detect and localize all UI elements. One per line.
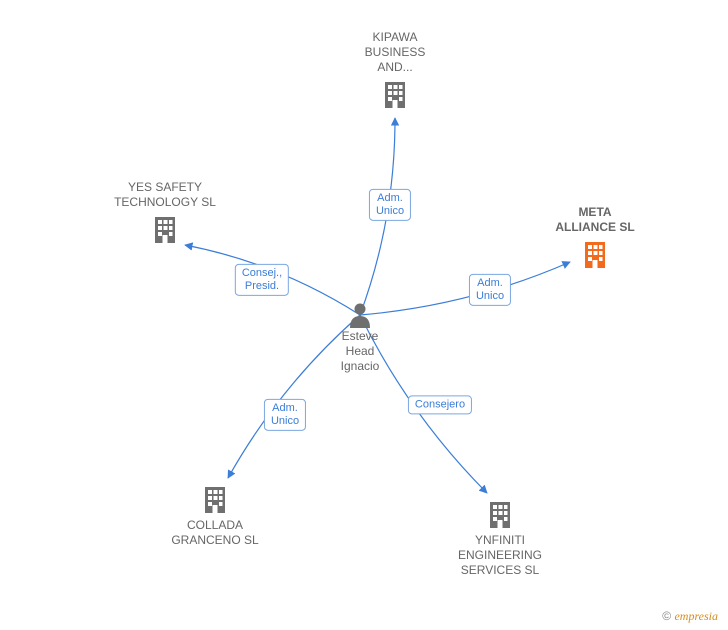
building-icon (381, 80, 409, 115)
network-diagram: Esteve Head Ignacio KIPAWA BUSINESS AND.… (0, 0, 728, 630)
node-label-kipawa: KIPAWA BUSINESS AND... (335, 30, 455, 75)
edge-meta (360, 262, 570, 315)
copyright: © empresia (662, 609, 718, 624)
node-label-ynfiniti: YNFINITI ENGINEERING SERVICES SL (440, 533, 560, 578)
building-icon (151, 215, 179, 250)
edge-label-ynfiniti: Consejero (408, 395, 472, 414)
edge-label-kipawa: Adm. Unico (369, 189, 411, 221)
copyright-symbol: © (662, 609, 671, 623)
building-icon (581, 240, 609, 275)
center-node-label: Esteve Head Ignacio (320, 329, 400, 374)
edge-label-yes: Consej., Presid. (235, 264, 289, 296)
building-icon (201, 485, 229, 520)
brand-name: empresia (674, 609, 718, 623)
node-label-yes: YES SAFETY TECHNOLOGY SL (105, 180, 225, 210)
building-icon (486, 500, 514, 535)
node-label-collada: COLLADA GRANCENO SL (155, 518, 275, 548)
edge-label-meta: Adm. Unico (469, 274, 511, 306)
node-label-meta: META ALLIANCE SL (535, 205, 655, 235)
edge-label-collada: Adm. Unico (264, 399, 306, 431)
